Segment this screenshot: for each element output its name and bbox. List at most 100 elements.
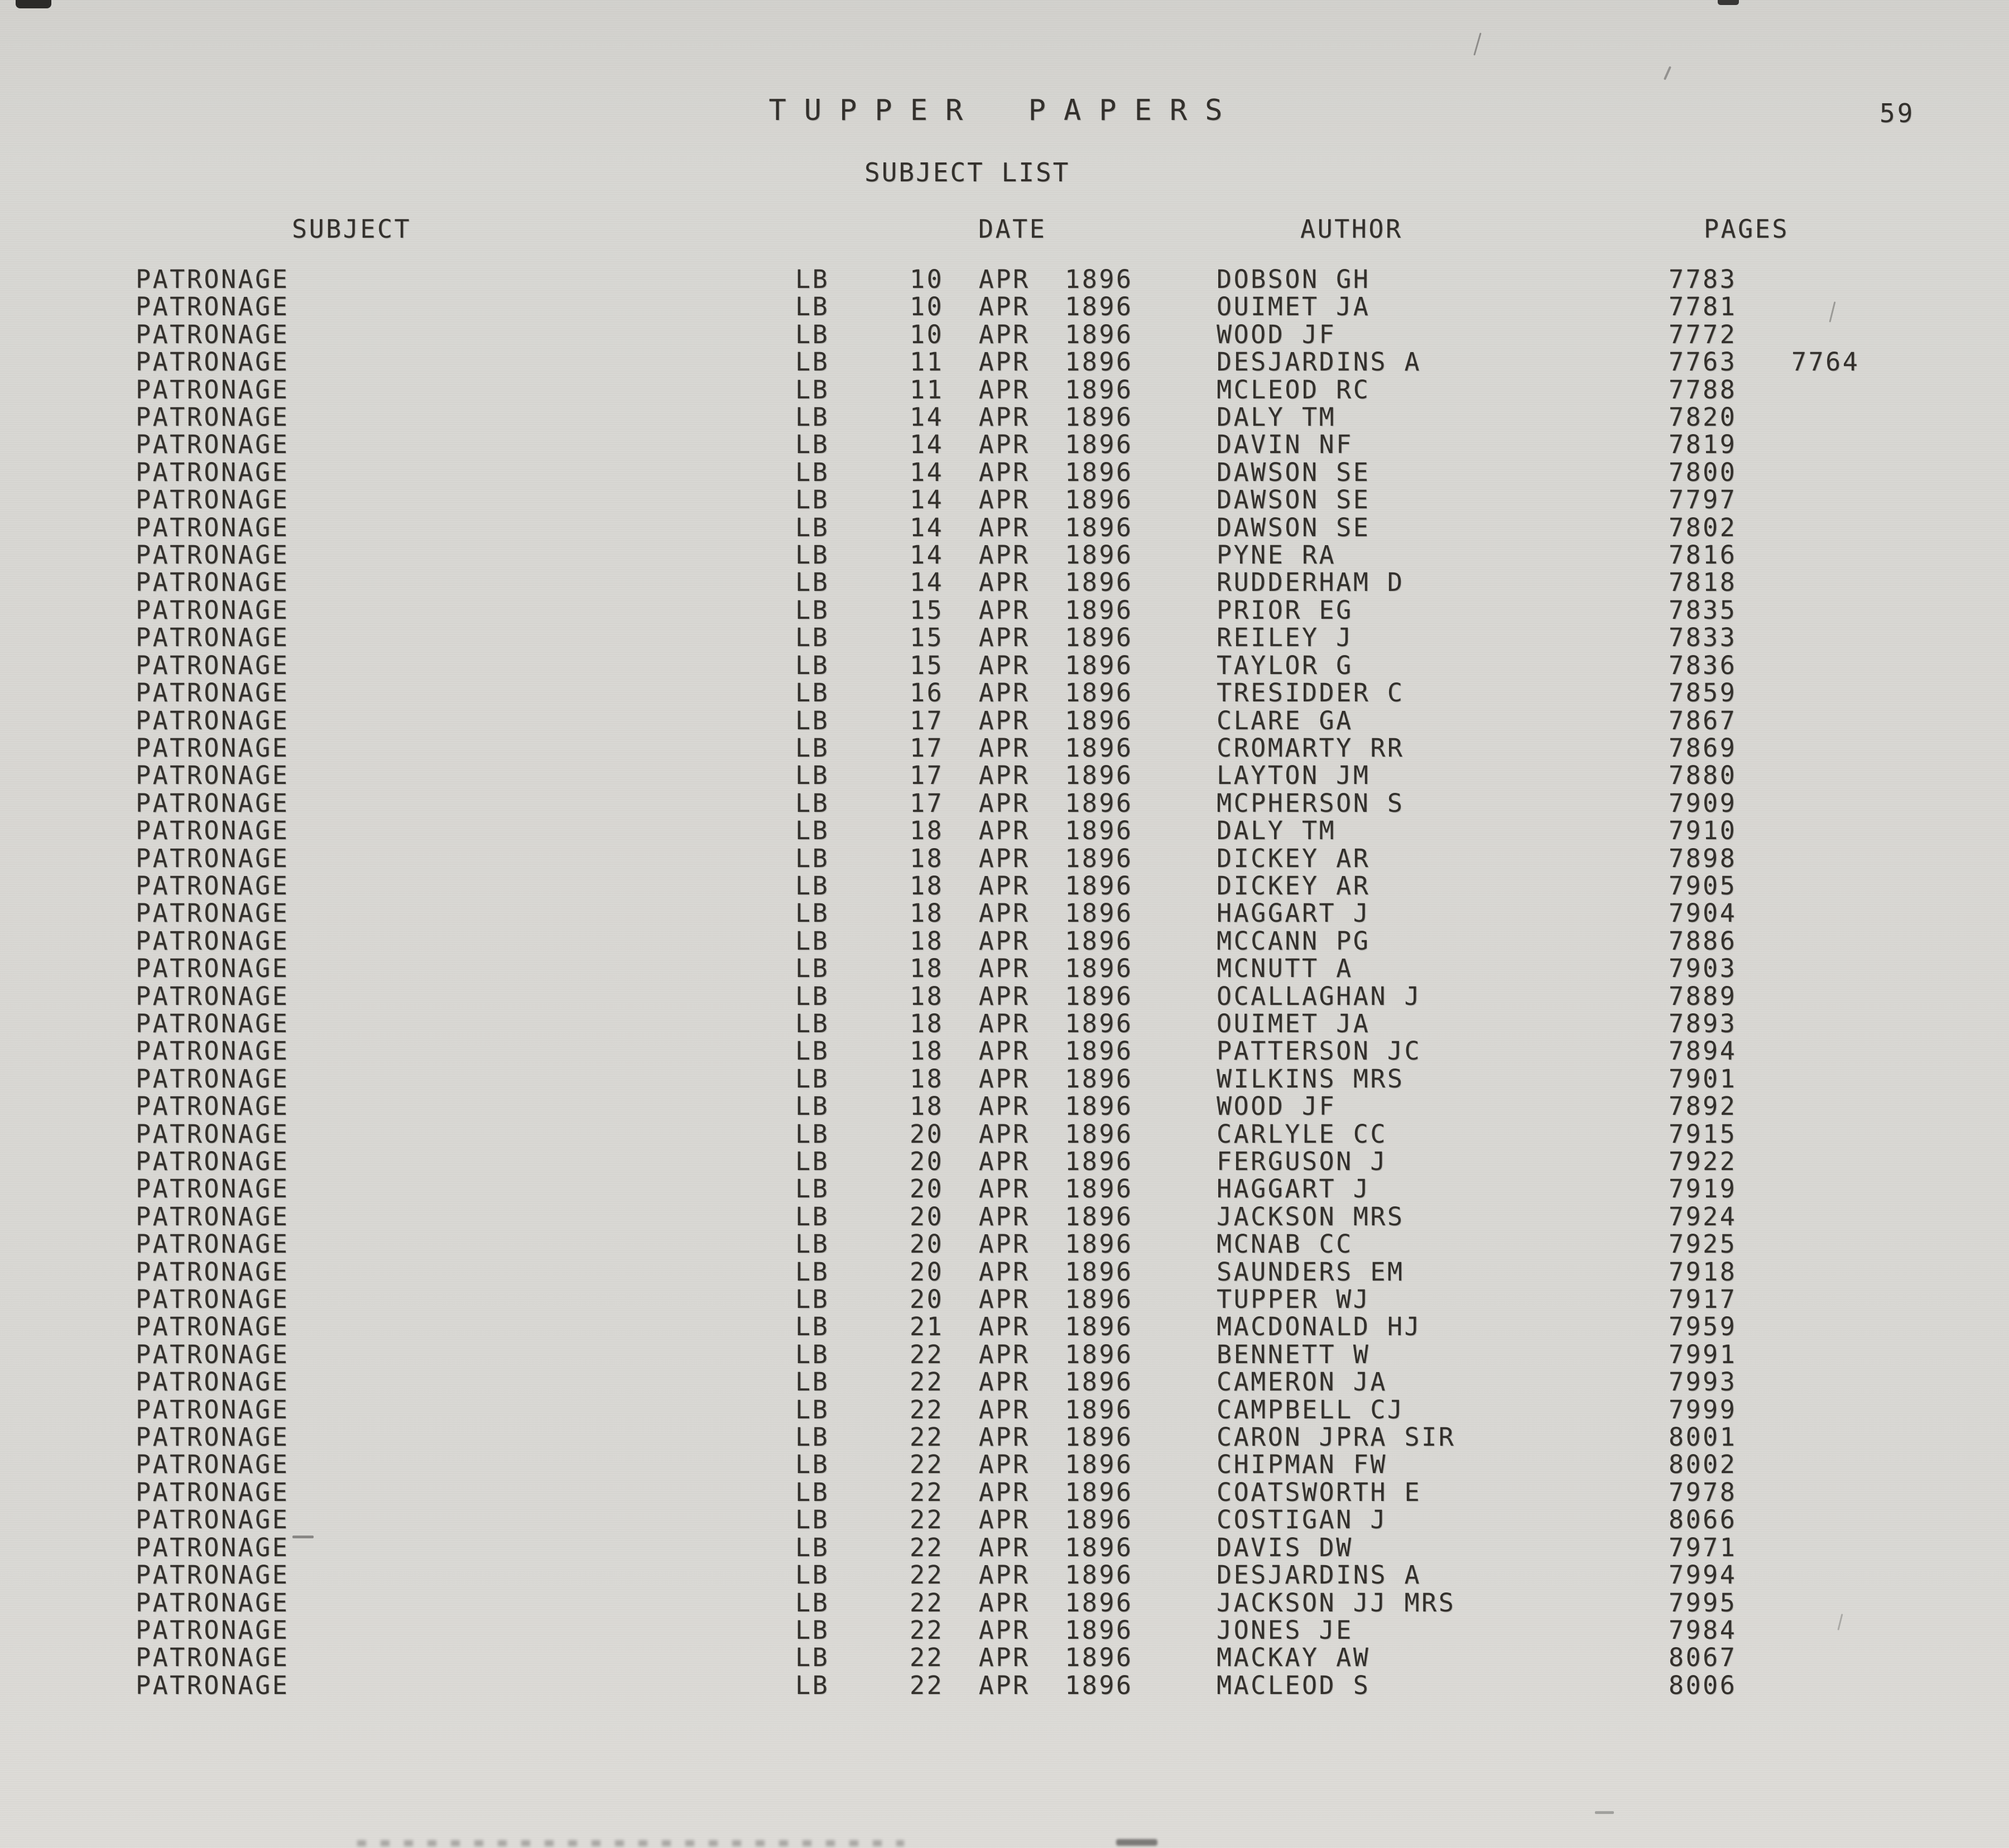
- cell-date: 20 APR 1896: [910, 1147, 1133, 1176]
- cell-page-number-extra: [1791, 1451, 2009, 1478]
- cell-date: 22 APR 1896: [910, 1587, 1133, 1618]
- cell-author: WILKINS MRS: [1217, 1063, 1405, 1094]
- cell-page-number-extra: [1791, 596, 2009, 624]
- cell-page-number: 7818: [1669, 567, 1737, 598]
- cell-date: 18 APR 1896: [910, 954, 1133, 984]
- cell-author: OUIMET JA: [1217, 292, 1371, 322]
- cell-page-number-extra: 7764: [1791, 347, 1860, 377]
- cell-subject: PATRONAGE: [136, 595, 290, 625]
- cell-author: COATSWORTH E: [1217, 1477, 1422, 1507]
- cell-series-code: LB: [795, 292, 830, 322]
- cell-date: 18 APR 1896: [910, 1036, 1133, 1066]
- cell-page-number: 8067: [1669, 1643, 1737, 1673]
- cell-page-number: 7816: [1669, 540, 1737, 570]
- cell-date: 17 APR 1896: [910, 705, 1133, 735]
- cell-series-code: LB: [795, 843, 830, 873]
- cell-subject: PATRONAGE: [136, 954, 290, 984]
- cell-date: 18 APR 1896: [910, 1063, 1133, 1094]
- table-row: PATRONAGE LB 20 APR 1896 JACKSON MRS 792…: [0, 1201, 2009, 1231]
- cell-subject: PATRONAGE: [136, 1147, 290, 1176]
- cell-date: 15 APR 1896: [910, 595, 1133, 625]
- cell-author: WOOD JF: [1217, 319, 1337, 349]
- cell-series-code: LB: [795, 567, 830, 598]
- cell-page-number-extra: [1791, 790, 2009, 817]
- cell-series-code: LB: [795, 926, 830, 956]
- cell-page-number-extra: [1791, 321, 2009, 348]
- scan-artifact: [16, 0, 51, 8]
- cell-author: CHIPMAN FW: [1217, 1450, 1387, 1480]
- cell-author: DICKEY AR: [1217, 843, 1371, 873]
- cell-series-code: LB: [795, 623, 830, 653]
- cell-subject: PATRONAGE: [136, 1587, 290, 1618]
- cell-author: BENNETT W: [1217, 1339, 1371, 1369]
- cell-series-code: LB: [795, 1560, 830, 1590]
- cell-author: DESJARDINS A: [1217, 347, 1422, 377]
- cell-page-number: 7915: [1669, 1119, 1737, 1149]
- cell-page-number: 7893: [1669, 1008, 1737, 1038]
- cell-page-number-extra: [1791, 1230, 2009, 1258]
- cell-page-number-extra: [1791, 1561, 2009, 1589]
- cell-author: DAVIN NF: [1217, 430, 1353, 460]
- table-row: PATRONAGE LB 18 APR 1896 OCALLAGHAN J 78…: [0, 981, 2009, 1011]
- table-row: PATRONAGE LB 22 APR 1896 MACLEOD S 8006: [0, 1671, 2009, 1699]
- cell-page-number: 7783: [1669, 264, 1737, 294]
- cell-series-code: LB: [795, 1091, 830, 1122]
- cell-author: TUPPER WJ: [1217, 1284, 1371, 1315]
- table-row: PATRONAGE LB 20 APR 1896 TUPPER WJ 7917: [0, 1286, 2009, 1313]
- cell-subject: PATRONAGE: [136, 1643, 290, 1673]
- cell-page-number-extra: [1791, 762, 2009, 789]
- cell-author: MACKAY AW: [1217, 1643, 1371, 1673]
- cell-date: 18 APR 1896: [910, 816, 1133, 846]
- table-row: PATRONAGE LB 20 APR 1896 FERGUSON J 7922: [0, 1147, 2009, 1176]
- cell-page-number-extra: [1791, 899, 2009, 927]
- table-row: PATRONAGE LB 22 APR 1896 MACKAY AW 8067: [0, 1643, 2009, 1673]
- table-row: PATRONAGE LB 18 APR 1896 MCCANN PG 7886: [0, 927, 2009, 955]
- table-row: PATRONAGE LB 17 APR 1896 CROMARTY RR 786…: [0, 734, 2009, 762]
- table-row: PATRONAGE LB 22 APR 1896 COATSWORTH E 79…: [0, 1477, 2009, 1507]
- cell-series-code: LB: [795, 1063, 830, 1094]
- cell-author: PRIOR EG: [1217, 595, 1353, 625]
- cell-date: 22 APR 1896: [910, 1532, 1133, 1562]
- cell-subject: PATRONAGE: [136, 1505, 290, 1535]
- cell-page-number: 7901: [1669, 1063, 1737, 1094]
- cell-date: 22 APR 1896: [910, 1450, 1133, 1480]
- table-row: PATRONAGE LB 18 APR 1896 PATTERSON JC 78…: [0, 1037, 2009, 1065]
- cell-series-code: LB: [795, 1505, 830, 1535]
- cell-author: DAVIS DW: [1217, 1532, 1353, 1562]
- cell-series-code: LB: [795, 264, 830, 294]
- cell-subject: PATRONAGE: [136, 843, 290, 873]
- table-row: PATRONAGE LB 22 APR 1896 JONES JE 7984: [0, 1616, 2009, 1644]
- cell-page-number: 7999: [1669, 1394, 1737, 1424]
- cell-series-code: LB: [795, 1257, 830, 1287]
- cell-author: DAWSON SE: [1217, 485, 1371, 515]
- table-row: PATRONAGE LB 20 APR 1896 SAUNDERS EM 791…: [0, 1258, 2009, 1286]
- cell-date: 18 APR 1896: [910, 898, 1133, 928]
- cell-author: MCNUTT A: [1217, 954, 1353, 984]
- cell-author: MACDONALD HJ: [1217, 1312, 1422, 1342]
- cell-page-number: 7894: [1669, 1036, 1737, 1066]
- cell-page-number-extra: [1791, 1644, 2009, 1671]
- cell-subject: PATRONAGE: [136, 1201, 290, 1231]
- cell-series-code: LB: [795, 512, 830, 542]
- cell-page-number: 7892: [1669, 1091, 1737, 1122]
- cell-subject: PATRONAGE: [136, 319, 290, 349]
- cell-page-number-extra: [1791, 1175, 2009, 1202]
- cell-page-number: 7859: [1669, 678, 1737, 708]
- cell-author: MCLEOD RC: [1217, 374, 1371, 405]
- cell-page-number: 7781: [1669, 292, 1737, 322]
- cell-page-number: 7889: [1669, 981, 1737, 1011]
- cell-subject: PATRONAGE: [136, 1063, 290, 1094]
- cell-author: PATTERSON JC: [1217, 1036, 1422, 1066]
- cell-page-number-extra: [1791, 266, 2009, 293]
- cell-series-code: LB: [795, 788, 830, 818]
- cell-author: RUDDERHAM D: [1217, 567, 1405, 598]
- cell-series-code: LB: [795, 1367, 830, 1397]
- table-row: PATRONAGE LB 15 APR 1896 TAYLOR G 7836: [0, 651, 2009, 679]
- cell-date: 22 APR 1896: [910, 1477, 1133, 1507]
- table-row: PATRONAGE LB 22 APR 1896 CHIPMAN FW 8002: [0, 1450, 2009, 1480]
- cell-series-code: LB: [795, 1036, 830, 1066]
- cell-series-code: LB: [795, 540, 830, 570]
- cell-date: 16 APR 1896: [910, 678, 1133, 708]
- cell-series-code: LB: [795, 1450, 830, 1480]
- cell-series-code: LB: [795, 1119, 830, 1149]
